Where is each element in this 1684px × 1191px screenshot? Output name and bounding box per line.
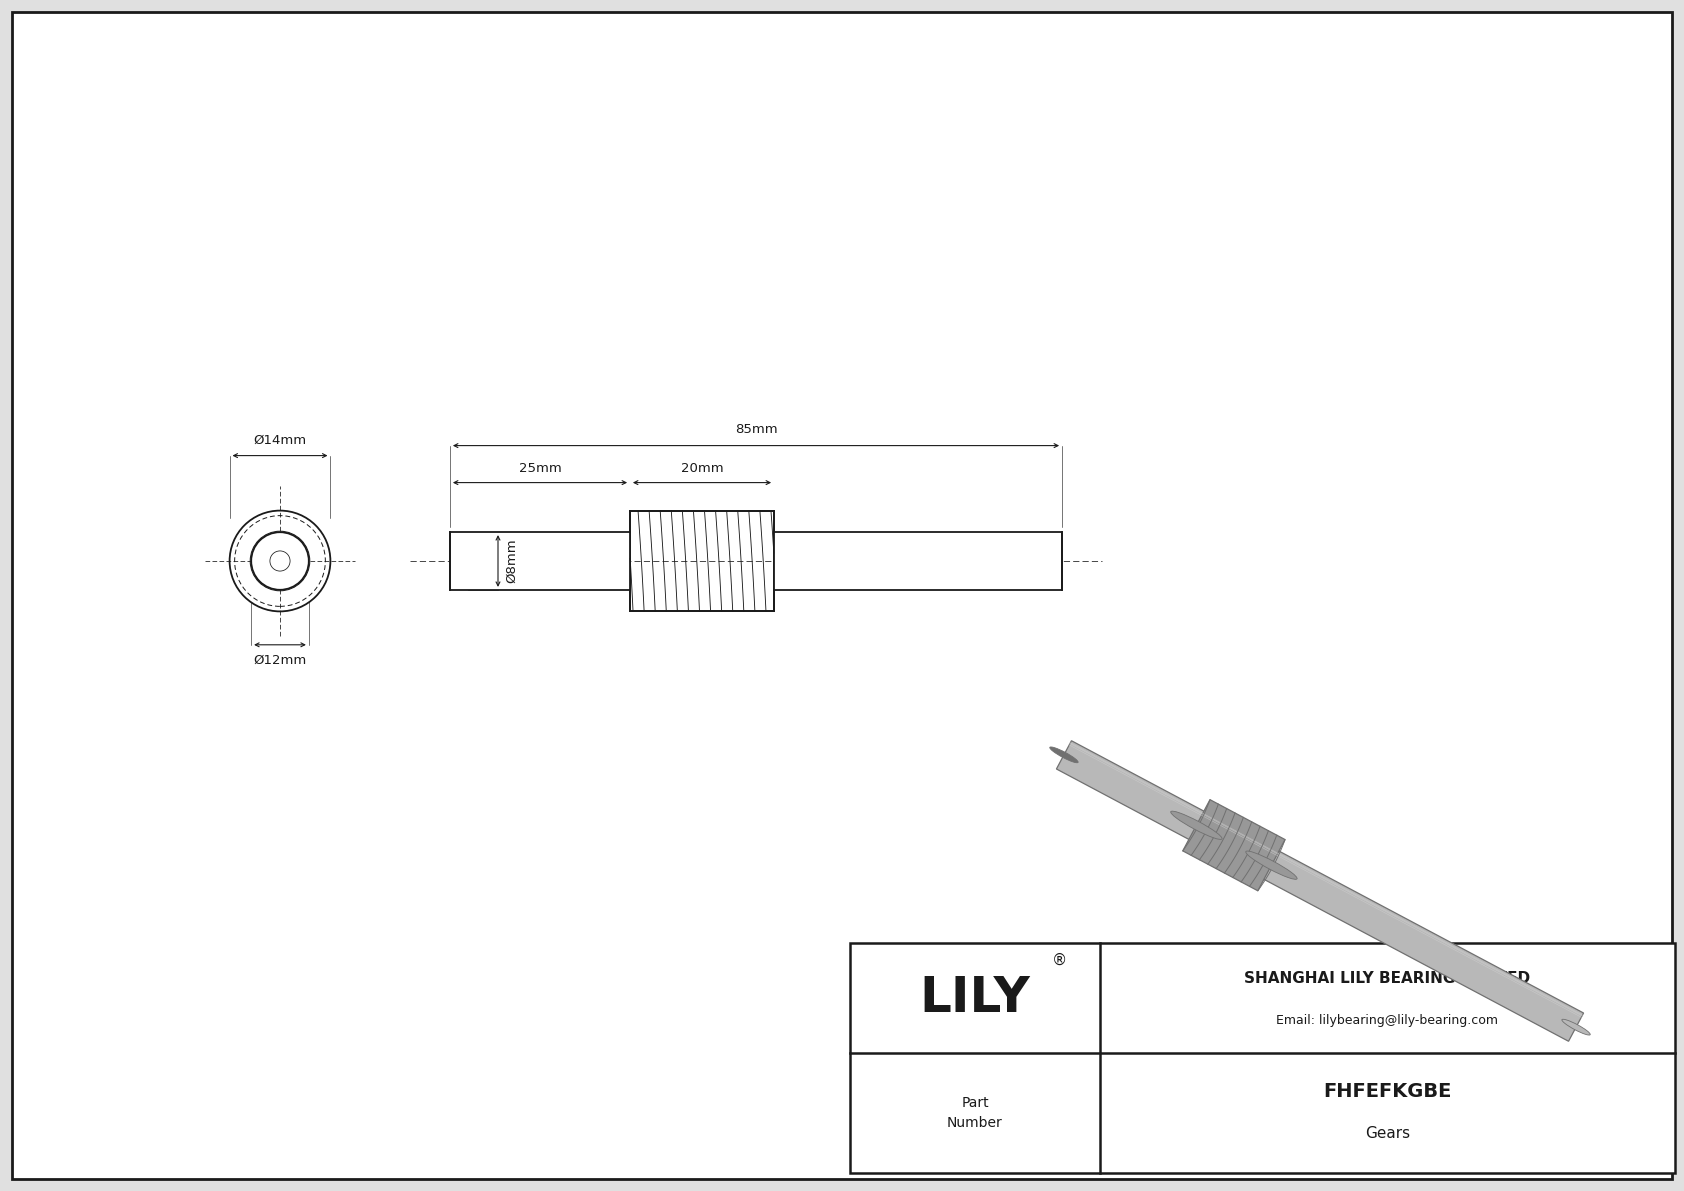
Ellipse shape — [1561, 1019, 1590, 1035]
Circle shape — [269, 551, 290, 570]
Ellipse shape — [1246, 852, 1297, 879]
Polygon shape — [1182, 799, 1285, 891]
Text: Gears: Gears — [1366, 1125, 1410, 1141]
Text: Email: lilybearing@lily-bearing.com: Email: lilybearing@lily-bearing.com — [1276, 1014, 1499, 1027]
Text: SHANGHAI LILY BEARING LIMITED: SHANGHAI LILY BEARING LIMITED — [1244, 971, 1531, 986]
Bar — [630, 511, 775, 611]
Text: Ø12mm: Ø12mm — [253, 654, 306, 667]
Ellipse shape — [1049, 747, 1078, 762]
Bar — [775, 532, 1063, 590]
Text: 20mm: 20mm — [680, 462, 724, 474]
Ellipse shape — [1170, 811, 1223, 840]
Text: Ø8mm: Ø8mm — [505, 538, 519, 584]
Bar — [450, 532, 630, 590]
Polygon shape — [1056, 741, 1583, 1041]
Text: LILY: LILY — [919, 974, 1031, 1022]
Text: ®: ® — [1052, 953, 1068, 968]
Text: 85mm: 85mm — [734, 423, 778, 436]
Text: 25mm: 25mm — [519, 462, 561, 474]
Circle shape — [229, 511, 330, 611]
Text: FHFEFKGBE: FHFEFKGBE — [1324, 1081, 1452, 1100]
Bar — [850, 943, 1676, 1173]
Text: Part
Number: Part Number — [946, 1097, 1004, 1130]
Circle shape — [251, 532, 308, 590]
Text: Ø14mm: Ø14mm — [253, 434, 306, 447]
